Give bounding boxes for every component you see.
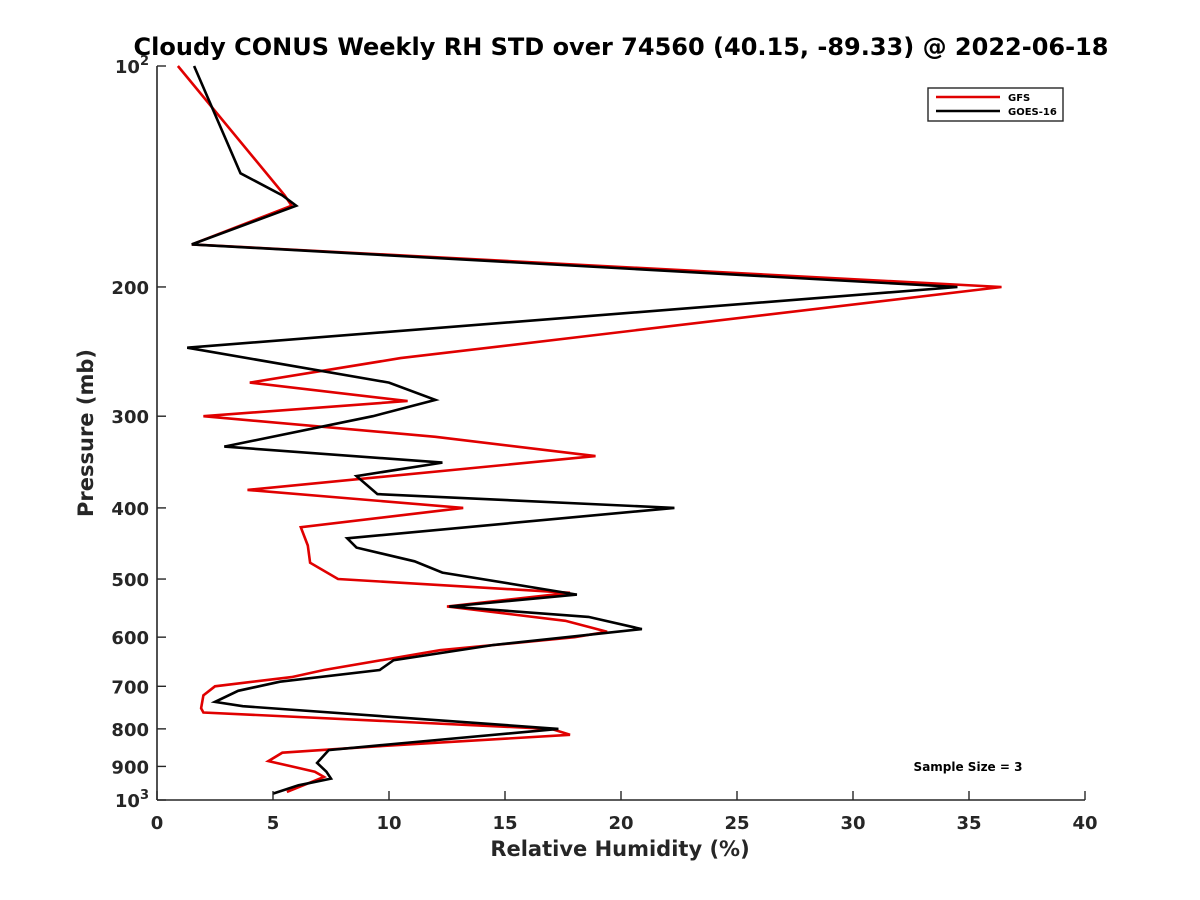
legend-label: GOES-16 <box>1008 107 1057 118</box>
legend: GFS GOES-16 <box>927 87 1064 122</box>
x-tick-label: 35 <box>956 813 981 834</box>
x-tick-label: 0 <box>151 813 164 834</box>
y-tick-label: 600 <box>111 628 149 649</box>
y-tick-label: 102 <box>115 54 149 78</box>
axes-layer: 0 5 10 15 20 25 30 35 40 102 200 300 400 500 600 700 800… <box>111 54 1097 834</box>
y-tick-label: 200 <box>111 278 149 299</box>
y-tick-label: 103 <box>115 788 149 812</box>
x-tick-label: 25 <box>724 813 749 834</box>
x-tick-label: 40 <box>1072 813 1097 834</box>
y-axis-label: Pressure (mb) <box>74 349 98 517</box>
x-tick-label: 5 <box>267 813 280 834</box>
x-axis-label: Relative Humidity (%) <box>490 837 749 861</box>
x-tick-label: 30 <box>840 813 865 834</box>
legend-label: GFS <box>1008 93 1030 104</box>
sample-size-annotation: Sample Size = 3 <box>914 760 1023 774</box>
series-line-0 <box>176 65 1002 794</box>
y-tick-label: 500 <box>111 570 149 591</box>
series-layer <box>176 65 1002 795</box>
x-tick-label: 15 <box>492 813 517 834</box>
x-tick-label: 20 <box>608 813 633 834</box>
legend-box <box>927 87 1064 122</box>
chart-title: Cloudy CONUS Weekly RH STD over 74560 (4… <box>134 33 1109 61</box>
y-tick-label: 700 <box>111 677 149 698</box>
x-tick-label: 10 <box>376 813 401 834</box>
y-tick-label: 900 <box>111 757 149 778</box>
y-tick-label: 800 <box>111 720 149 741</box>
y-tick-label: 400 <box>111 499 149 520</box>
y-tick-label: 300 <box>111 407 149 428</box>
series-line-1 <box>186 65 958 795</box>
